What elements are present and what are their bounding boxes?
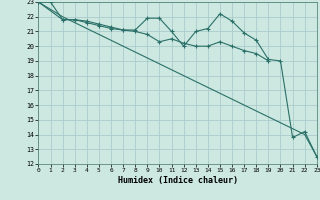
- X-axis label: Humidex (Indice chaleur): Humidex (Indice chaleur): [118, 176, 238, 185]
